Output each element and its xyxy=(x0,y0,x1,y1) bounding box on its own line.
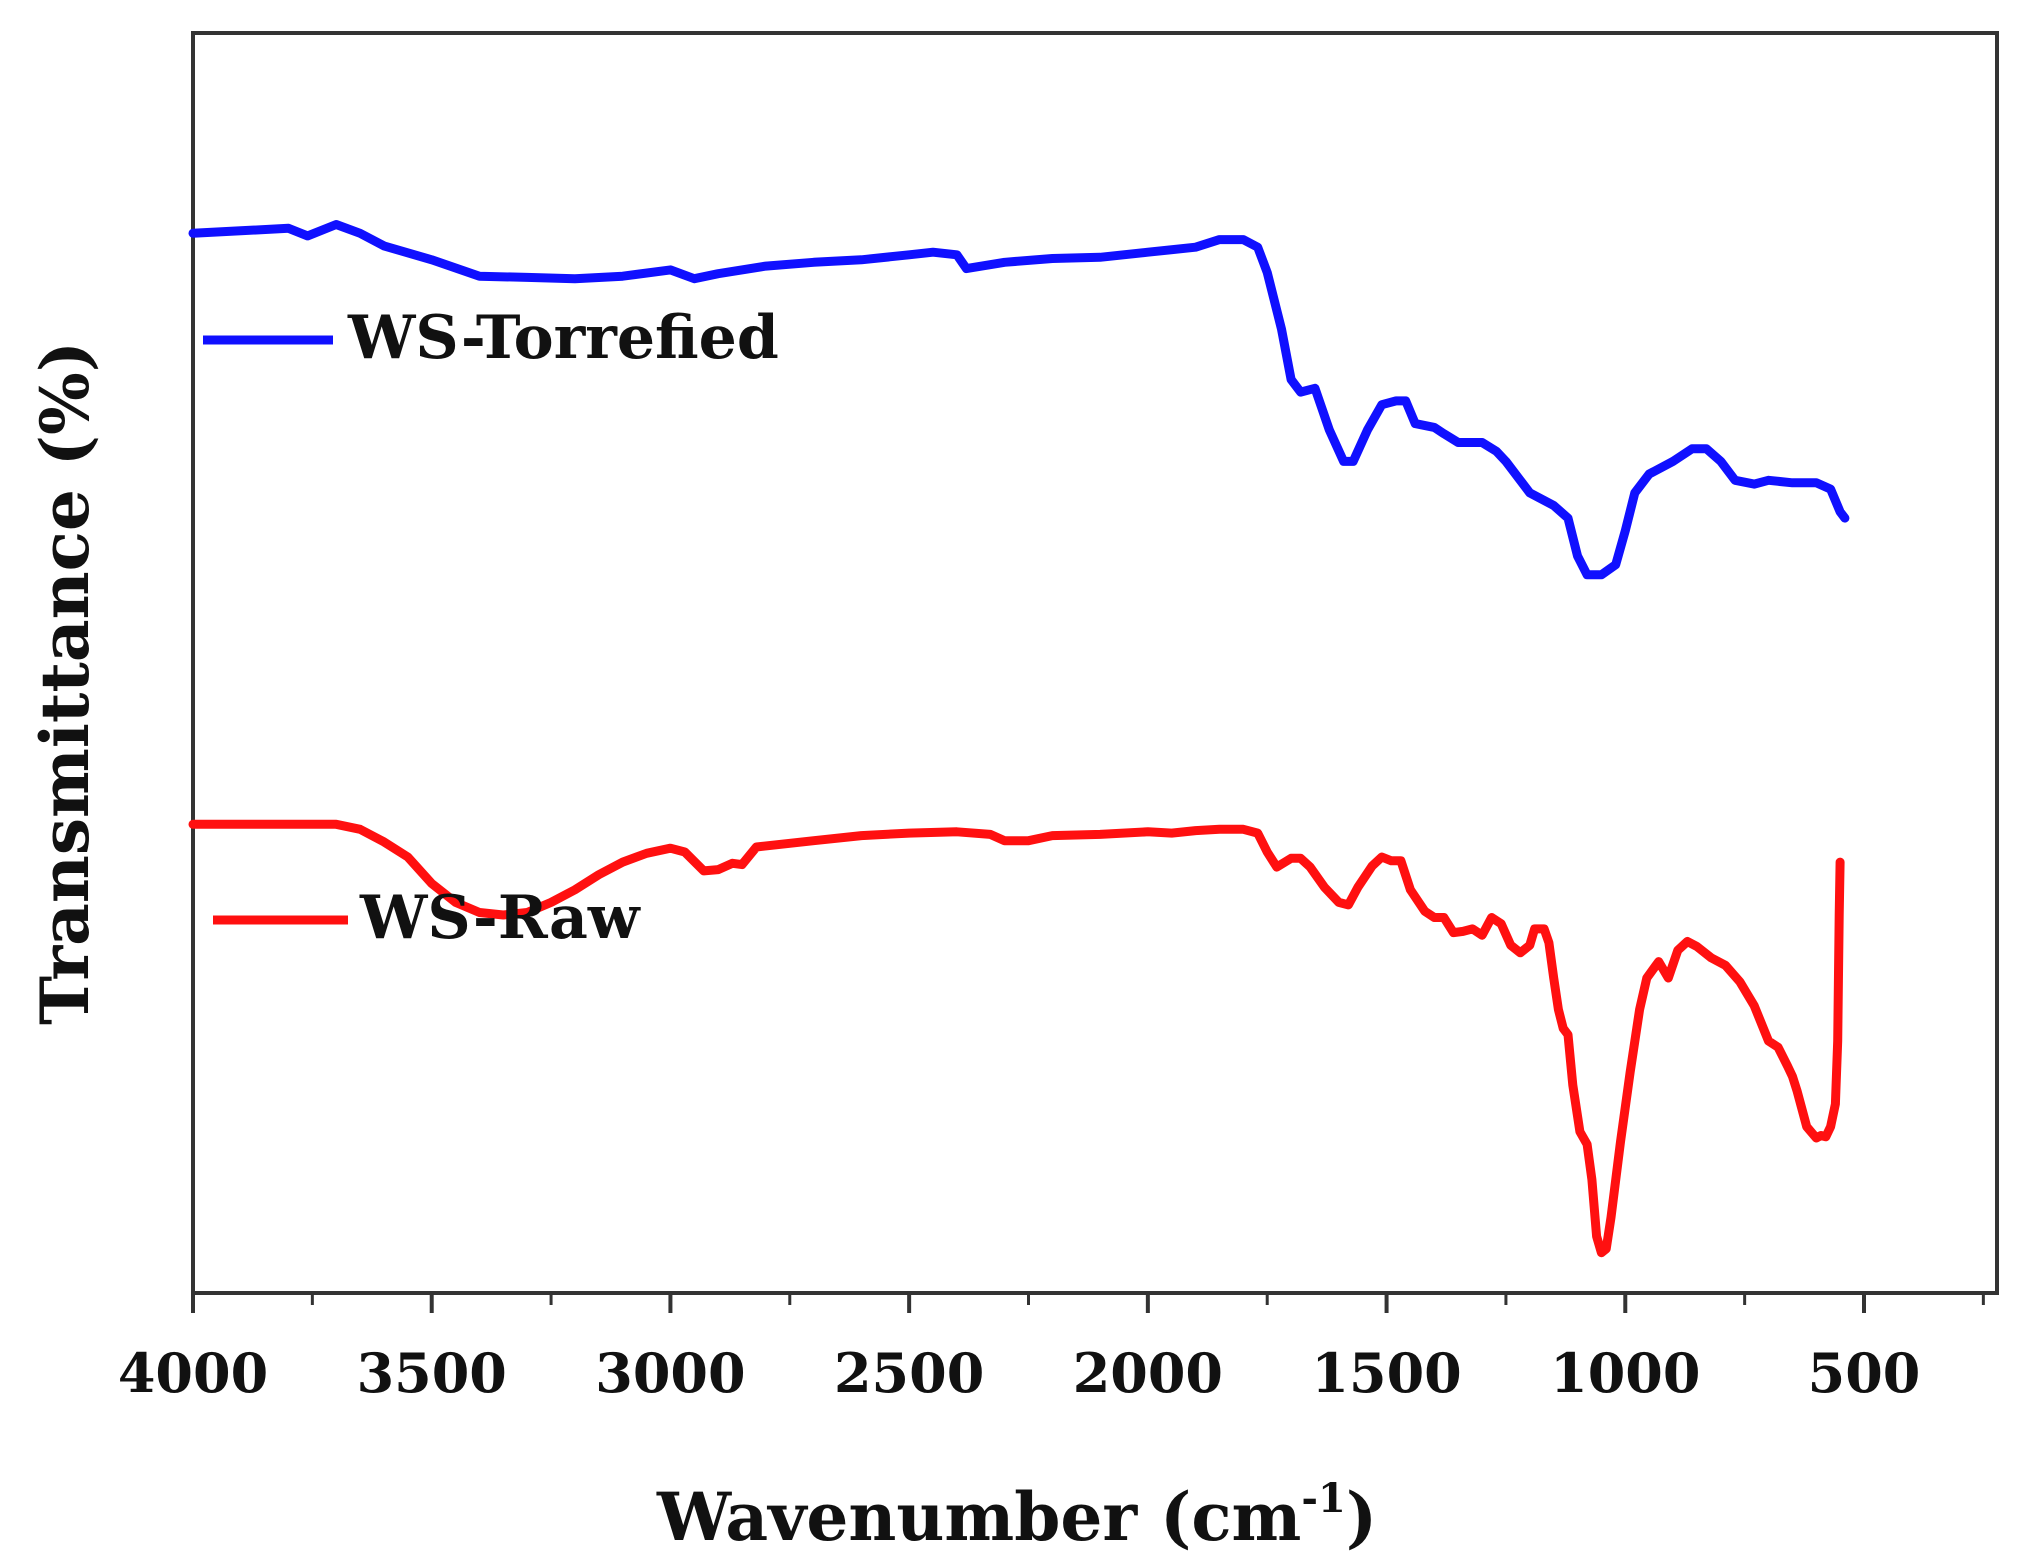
x-axis-ticks xyxy=(191,1293,1985,1313)
x-axis-title-main: Wavenumber (cm xyxy=(656,1478,1301,1556)
legend-label-ws-torrefied: WS-Torrefied xyxy=(347,303,779,373)
x-tick-label-500: 500 xyxy=(1808,1341,1921,1405)
x-tick-label-2500: 2500 xyxy=(834,1341,984,1405)
x-tick-label-4000: 4000 xyxy=(118,1341,268,1405)
series-layer xyxy=(188,220,1850,1258)
series-line-ws-raw xyxy=(188,819,1845,1258)
x-tick-label-3500: 3500 xyxy=(357,1341,507,1405)
x-tick-label-2000: 2000 xyxy=(1073,1341,1223,1405)
x-axis-title-close: ) xyxy=(1346,1478,1377,1556)
x-axis-tick-labels: 4000 3500 3000 2500 2000 1500 1000 500 xyxy=(118,1341,1921,1405)
y-axis-title: Transmittance (%) xyxy=(26,341,104,1025)
x-tick-label-1000: 1000 xyxy=(1550,1341,1700,1405)
series-line-ws-torrefied xyxy=(188,220,1850,580)
x-axis-title-superscript: -1 xyxy=(1301,1475,1345,1522)
plot-frame xyxy=(191,31,1999,1295)
x-tick-label-3000: 3000 xyxy=(595,1341,745,1405)
x-axis-title: Wavenumber (cm-1) xyxy=(656,1475,1377,1556)
legend-label-ws-raw: WS-Raw xyxy=(359,883,641,953)
x-tick-label-1500: 1500 xyxy=(1311,1341,1461,1405)
